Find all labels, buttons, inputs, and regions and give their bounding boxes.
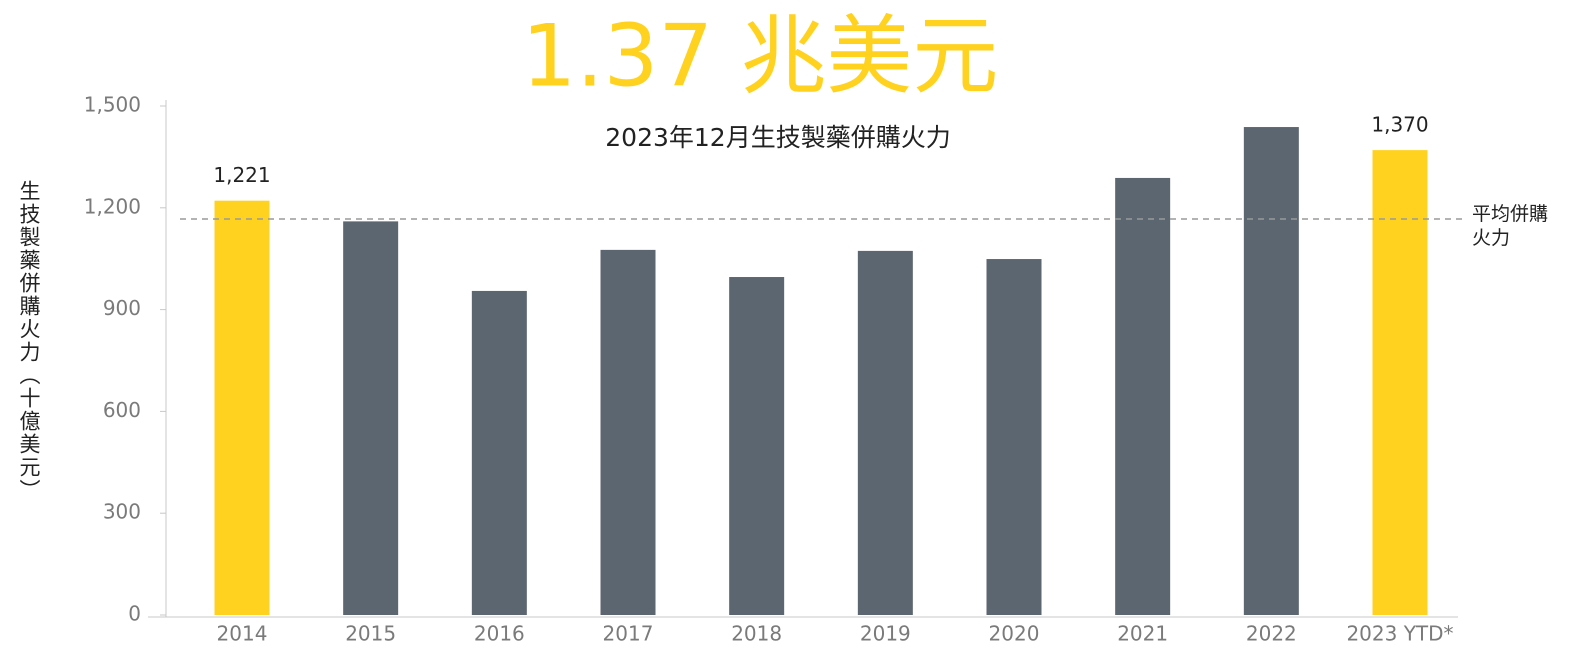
average-label: 平均併購火力 <box>1472 203 1549 249</box>
bar <box>1243 127 1299 615</box>
bar <box>214 200 270 615</box>
y-tick-label: 1,200 <box>84 194 141 218</box>
headline: 1.37 兆美元 <box>522 6 999 106</box>
x-tick-label: 2020 <box>989 622 1040 646</box>
bar <box>1115 177 1171 615</box>
y-tick-label: 1,500 <box>84 93 141 117</box>
bar <box>471 290 527 615</box>
y-tick-label: 0 <box>128 602 141 626</box>
bar <box>1372 150 1428 615</box>
bar <box>343 221 399 615</box>
x-tick-label: 2021 <box>1117 622 1168 646</box>
bar <box>729 277 785 615</box>
y-tick-label: 600 <box>103 398 141 422</box>
y-tick-label: 900 <box>103 296 141 320</box>
x-tick-label: 2019 <box>860 622 911 646</box>
bar <box>600 249 656 616</box>
chart-title: 2023年12月生技製藥併購火力 <box>605 123 950 152</box>
x-tick-label: 2022 <box>1246 622 1297 646</box>
bar <box>986 259 1042 615</box>
bar <box>857 250 913 616</box>
x-tick-label: 2015 <box>345 622 396 646</box>
y-tick-label: 300 <box>103 500 141 524</box>
x-tick-label: 2014 <box>217 622 268 646</box>
value-label: 1,221 <box>213 163 270 187</box>
value-label: 1,370 <box>1371 113 1428 137</box>
y-axis-label: 生技製藥併購火力（十億美元） <box>17 180 41 502</box>
x-tick-label: 2016 <box>474 622 525 646</box>
x-tick-label: 2023 YTD* <box>1346 622 1453 646</box>
x-tick-label: 2018 <box>731 622 782 646</box>
x-tick-label: 2017 <box>603 622 654 646</box>
